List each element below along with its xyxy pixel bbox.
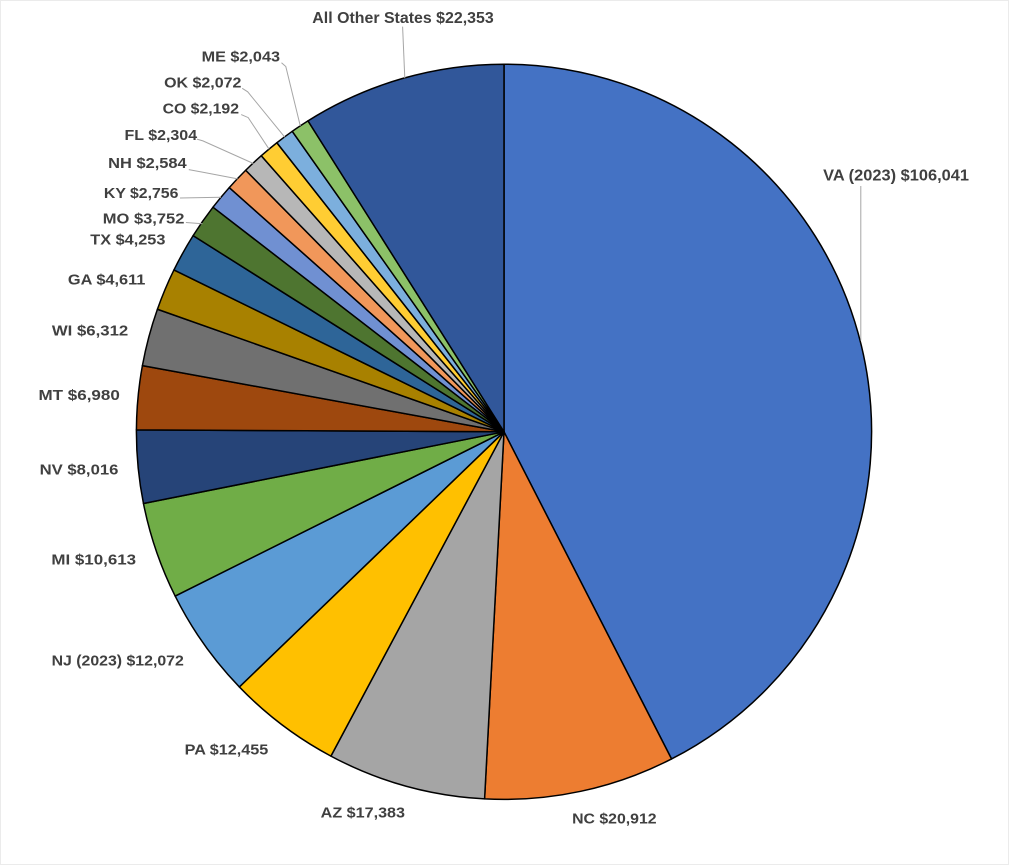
svg-text:CO $2,192: CO $2,192 [163,101,239,118]
svg-text:MT $6,980: MT $6,980 [39,387,120,404]
svg-text:NJ (2023) $12,072: NJ (2023) $12,072 [52,652,184,669]
svg-text:NH $2,584: NH $2,584 [108,155,187,172]
svg-text:KY $2,756: KY $2,756 [104,185,178,202]
svg-text:NV $8,016: NV $8,016 [40,462,119,479]
svg-text:FL $2,304: FL $2,304 [125,127,198,144]
svg-text:PA $12,455: PA $12,455 [185,742,269,759]
svg-text:WI $6,312: WI $6,312 [52,322,128,339]
svg-text:GA $4,611: GA $4,611 [68,271,146,288]
svg-text:All Other States $22,353: All Other States $22,353 [312,10,494,27]
svg-text:MO $3,752: MO $3,752 [103,211,185,228]
svg-text:VA (2023) $106,041: VA (2023) $106,041 [823,168,969,185]
svg-text:NC $20,912: NC $20,912 [572,810,657,827]
svg-text:TX $4,253: TX $4,253 [90,231,165,248]
svg-text:ME $2,043: ME $2,043 [202,49,280,66]
svg-text:MI $10,613: MI $10,613 [51,552,136,569]
svg-text:OK $2,072: OK $2,072 [164,74,241,91]
svg-text:AZ $17,383: AZ $17,383 [321,805,405,822]
